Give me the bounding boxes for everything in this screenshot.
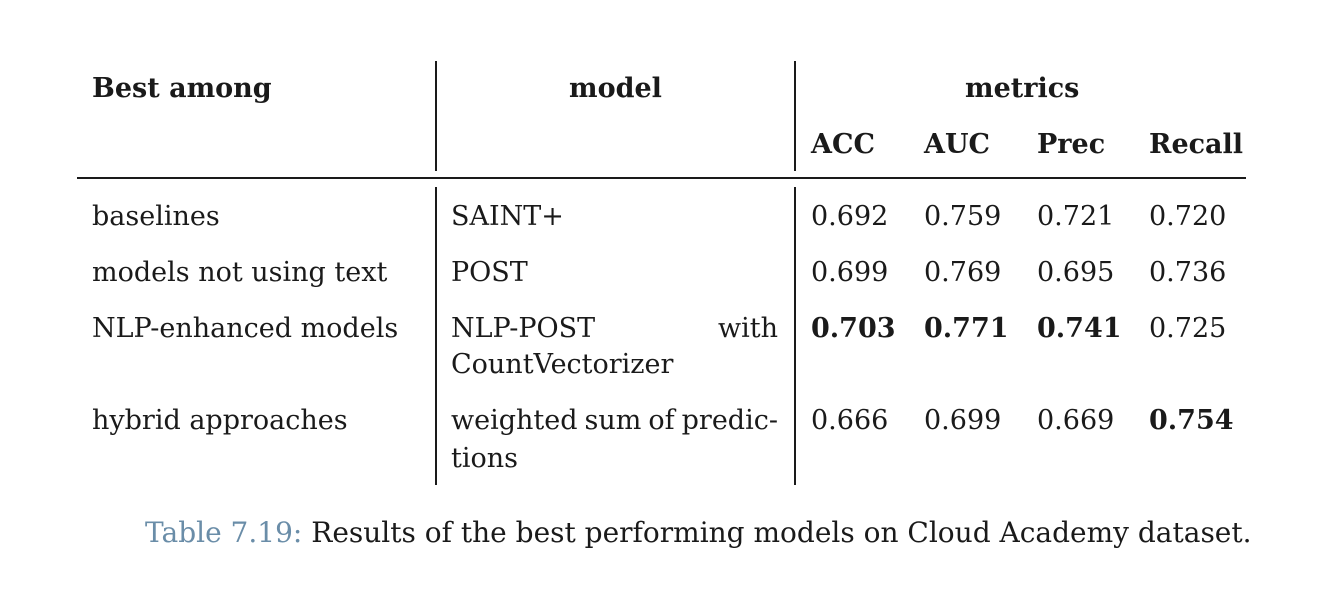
row-3-prec: 0.741 [1037, 313, 1122, 344]
row-4-model-word-3: of [648, 405, 675, 436]
row-1-best-among: baselines [92, 201, 220, 232]
row-2-auc: 0.769 [924, 257, 1002, 288]
row-1-auc: 0.759 [924, 201, 1002, 232]
header-metrics: metrics [965, 73, 1080, 104]
row-4-acc: 0.666 [811, 405, 889, 436]
header-divider-1 [435, 61, 437, 171]
header-divider-2 [794, 61, 796, 171]
header-prec: Prec [1037, 129, 1106, 160]
header-model: model [569, 73, 662, 104]
row-4-model-line-1: weighted sum of predic- [451, 405, 778, 436]
row-3-model-line-1: NLP-POST with [451, 313, 778, 344]
row-3-auc: 0.771 [924, 313, 1009, 344]
caption-text: Results of the best performing models on… [311, 516, 1252, 549]
row-4-model-word-2: sum [584, 405, 642, 436]
row-2-recall: 0.736 [1149, 257, 1227, 288]
header-acc: ACC [811, 129, 875, 160]
row-4-best-among: hybrid approaches [92, 405, 348, 436]
row-1-model: SAINT+ [451, 201, 564, 232]
row-4-model-line-2: tions [451, 443, 518, 474]
header-best-among: Best among [92, 73, 272, 104]
table-caption: Table 7.19: Results of the best performi… [145, 516, 1252, 549]
row-4-model-word-4: predic- [681, 405, 778, 436]
row-3-acc: 0.703 [811, 313, 896, 344]
header-auc: AUC [924, 129, 990, 160]
row-4-auc: 0.699 [924, 405, 1002, 436]
row-3-model-line-2: CountVectorizer [451, 349, 674, 380]
row-4-recall: 0.754 [1149, 405, 1234, 436]
row-3-best-among: NLP-enhanced models [92, 313, 399, 344]
body-divider-1 [435, 187, 437, 485]
row-2-best-among: models not using text [92, 257, 388, 288]
row-3-model-with: with [718, 313, 778, 344]
row-2-model: POST [451, 257, 528, 288]
row-1-acc: 0.692 [811, 201, 889, 232]
body-divider-2 [794, 187, 796, 485]
header-rule [77, 177, 1246, 179]
row-1-prec: 0.721 [1037, 201, 1115, 232]
row-2-acc: 0.699 [811, 257, 889, 288]
row-2-prec: 0.695 [1037, 257, 1115, 288]
row-3-recall: 0.725 [1149, 313, 1227, 344]
row-1-recall: 0.720 [1149, 201, 1227, 232]
caption-label: Table 7.19: [145, 516, 303, 549]
row-4-prec: 0.669 [1037, 405, 1115, 436]
row-4-model-word-1: weighted [451, 405, 578, 436]
row-3-model-name: NLP-POST [451, 313, 596, 344]
header-recall: Recall [1149, 129, 1244, 160]
